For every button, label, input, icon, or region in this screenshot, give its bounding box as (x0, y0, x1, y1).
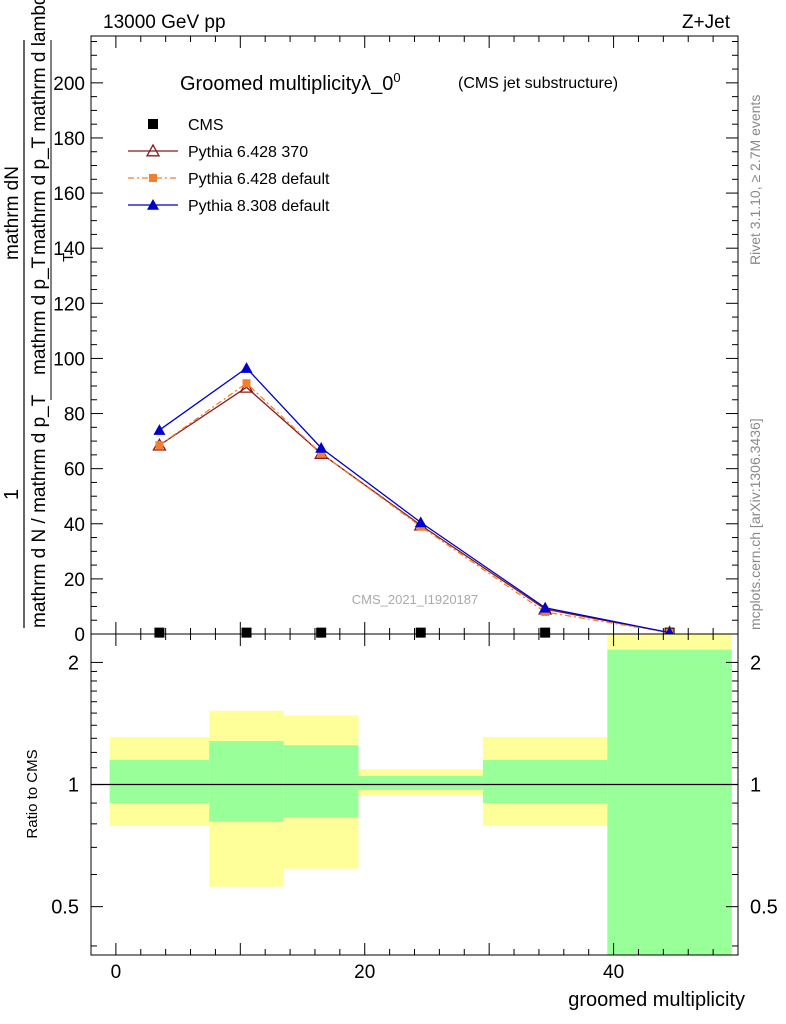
pythia8-point (240, 362, 253, 373)
ratio-axes: 0.5 0.51 12 20 20 40 (51, 634, 778, 983)
cms-data-point (241, 627, 252, 638)
energy-label: 13000 GeV pp (103, 12, 226, 33)
ylabel-inner-den: T (60, 253, 77, 262)
pythia8-point (147, 199, 159, 210)
ratio-x-tick-label: 0 (111, 962, 122, 983)
legend-label: Pythia 6.428 370 (188, 144, 308, 161)
cms-data-point (540, 627, 551, 638)
uncertainty-band-green (358, 775, 483, 790)
process-label: Z+Jet (682, 12, 731, 33)
ratio-y-tick-label: 2 (68, 652, 79, 674)
cms-data-point (316, 627, 327, 638)
pythia8-point (153, 424, 166, 435)
uncertainty-band-green (109, 759, 210, 804)
y-tick-label: 40 (64, 515, 85, 536)
uncertainty-band-green (209, 741, 284, 822)
legend-label: Pythia 6.428 default (188, 171, 330, 188)
legend-label: CMS (188, 117, 224, 134)
ylabel-dpt: mathrm d p_T (29, 256, 50, 375)
legend-label: Pythia 8.308 default (188, 198, 330, 215)
ratio-bands (109, 634, 732, 955)
y-tick-label: 160 (53, 184, 85, 205)
y-tick-label: 20 (64, 570, 85, 591)
plot-title: Groomed multiplicityλ_00 (180, 70, 401, 95)
main-series (152, 362, 677, 639)
ratio-y-tick-label-right: 2 (750, 652, 761, 674)
ylabel-lower: mathrm d N / mathrm d p_T (29, 394, 50, 628)
ratio-y-tick-label: 0.5 (51, 897, 79, 919)
pythia6-default-point (149, 174, 157, 182)
plot-subtitle: (CMS jet substructure) (458, 75, 618, 92)
uncertainty-band-green (482, 759, 608, 804)
y-tick-label: 100 (53, 349, 85, 370)
uncertainty-band-green (283, 745, 359, 818)
main-axes: 20 40 60 80 100 120 140 160 180 200 0 (53, 36, 738, 646)
y-tick-label: 140 (53, 239, 85, 260)
ratio-y-tick-label-right: 1 (750, 775, 761, 797)
watermark: CMS_2021_I1920187 (352, 592, 479, 607)
ratio-y-tick-label: 1 (68, 775, 79, 797)
main-ylabel: 1 mathrm dN mathrm d N / mathrm d p_T ma… (1, 0, 77, 628)
y-tick-label: 200 (53, 74, 85, 95)
plot-title-sup: 0 (393, 70, 400, 85)
cms-data-point (154, 627, 165, 638)
mcplots-label: mcplots.cern.ch [arXiv:1306.3436] (747, 418, 763, 630)
uncertainty-band-green (607, 649, 732, 955)
pythia6-default-point (317, 449, 326, 458)
y-tick-label: 0 (74, 625, 85, 646)
ratio-y-tick-label-right: 0.5 (750, 897, 778, 919)
cms-data-point (415, 627, 426, 638)
ratio-ylabel: Ratio to CMS (24, 749, 41, 838)
ylabel-top: mathrm dN (2, 166, 23, 260)
pythia8-point (539, 601, 552, 613)
pythia6-default-point (155, 441, 164, 450)
pythia8-point (414, 516, 427, 528)
ylabel-upper: mathrm d p_T mathrm d lambda (29, 0, 50, 255)
legend: CMS Pythia 6.428 370 Pythia 6.428 default P… (128, 117, 330, 215)
y-tick-label: 120 (53, 294, 85, 315)
y-tick-label: 180 (53, 129, 85, 150)
ratio-x-tick-label: 20 (354, 962, 375, 983)
ratio-x-tick-label: 40 (603, 962, 624, 983)
x-axis-label: groomed multiplicity (568, 989, 745, 1011)
rivet-label: Rivet 3.1.10, ≥ 2.7M events (747, 95, 763, 265)
y-tick-label: 60 (64, 460, 85, 481)
pythia6-370-point (145, 143, 161, 157)
pythia8-point (315, 441, 328, 453)
y-tick-label: 80 (64, 405, 85, 426)
pythia6-default-point (242, 379, 251, 388)
series-line (159, 382, 670, 634)
series-line (159, 367, 670, 634)
ylabel-numerator: 1 (1, 489, 23, 500)
cms-data-point (148, 119, 158, 129)
